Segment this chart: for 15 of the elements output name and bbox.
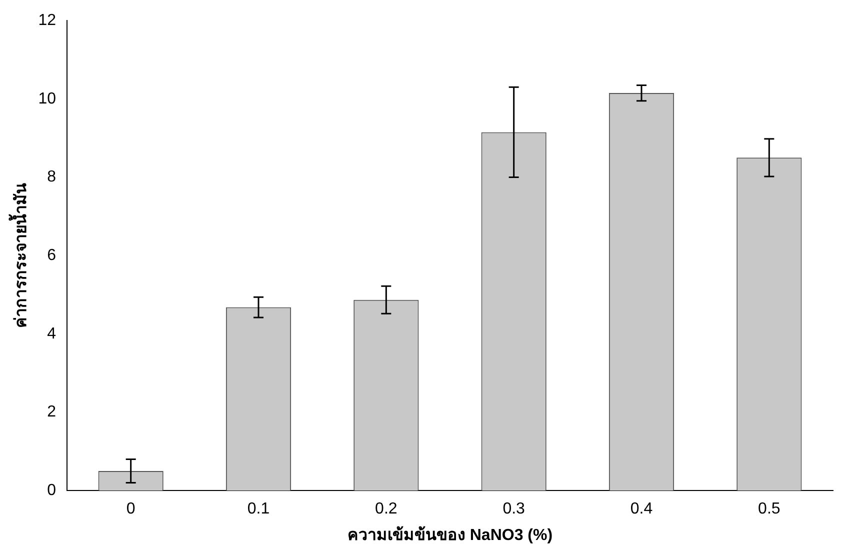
y-axis-title: ค่าการกระจายน้ำมัน: [8, 183, 30, 328]
y-tick-label: 0: [47, 482, 56, 500]
x-tick-label: 0.2: [375, 500, 398, 518]
x-tick-label: 0.1: [247, 500, 270, 518]
x-tick-label: 0.4: [630, 500, 653, 518]
x-tick-label: 0.3: [502, 500, 526, 518]
y-tick-label: 12: [38, 12, 56, 30]
x-tick-label: 0.5: [758, 500, 780, 518]
y-tick-label: 10: [38, 90, 56, 108]
y-tick-label: 6: [47, 247, 56, 264]
y-tick-label: 2: [47, 404, 56, 421]
y-tick-label: 4: [47, 325, 56, 342]
y-tick-label: 8: [47, 168, 56, 186]
x-tick-label: 0: [126, 500, 136, 518]
x-axis-title: ความเข้มข้นของ NaNO3 (%): [347, 526, 553, 544]
